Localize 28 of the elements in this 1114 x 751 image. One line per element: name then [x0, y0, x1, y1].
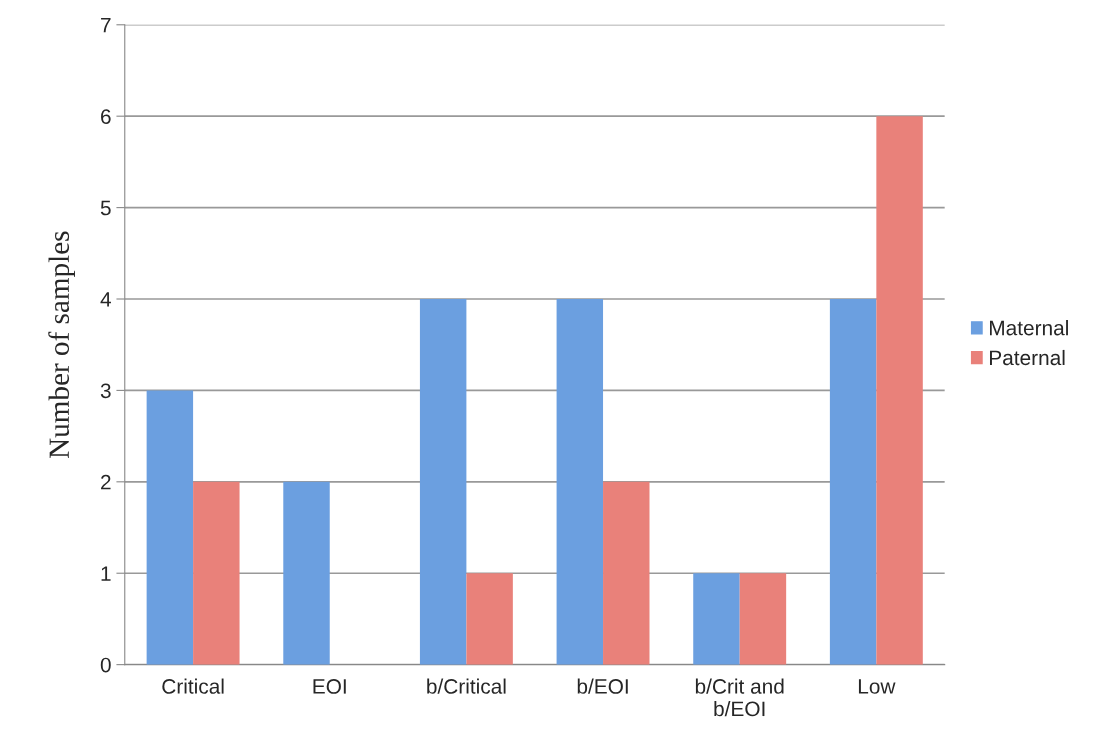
bar: [556, 299, 604, 665]
y-tick-label: 6: [101, 109, 111, 124]
x-tick-label: Low: [858, 679, 896, 694]
bar: [419, 299, 467, 665]
x-tick-label: b/Critical: [427, 678, 506, 694]
y-tick-label: 5: [100, 200, 111, 216]
y-tick-label: 2: [101, 474, 111, 490]
y-tick-label: 3: [100, 383, 111, 399]
y-tick-label: 1: [101, 566, 111, 581]
bar: [876, 116, 923, 665]
bar: [739, 573, 787, 665]
bar: [466, 573, 513, 665]
bar: [146, 390, 194, 665]
x-tick-label: b/Crit and b/EOI: [695, 678, 784, 717]
bar: [693, 573, 740, 665]
y-axis-title: Number of samples: [48, 231, 75, 459]
bar: [603, 481, 650, 665]
y-tick-label: 4: [100, 292, 111, 307]
bar: [829, 299, 877, 665]
x-tick-label: Critical: [162, 678, 224, 694]
y-tick-label: 0: [100, 657, 111, 673]
bar: [283, 481, 330, 665]
legend-label: Paternal: [990, 349, 1065, 366]
bar: [193, 481, 240, 665]
x-tick-label: EOI: [313, 679, 346, 694]
y-tick-label: 7: [101, 18, 111, 33]
x-tick-label: b/EOI: [577, 678, 628, 694]
legend-label: Maternal: [990, 320, 1068, 336]
